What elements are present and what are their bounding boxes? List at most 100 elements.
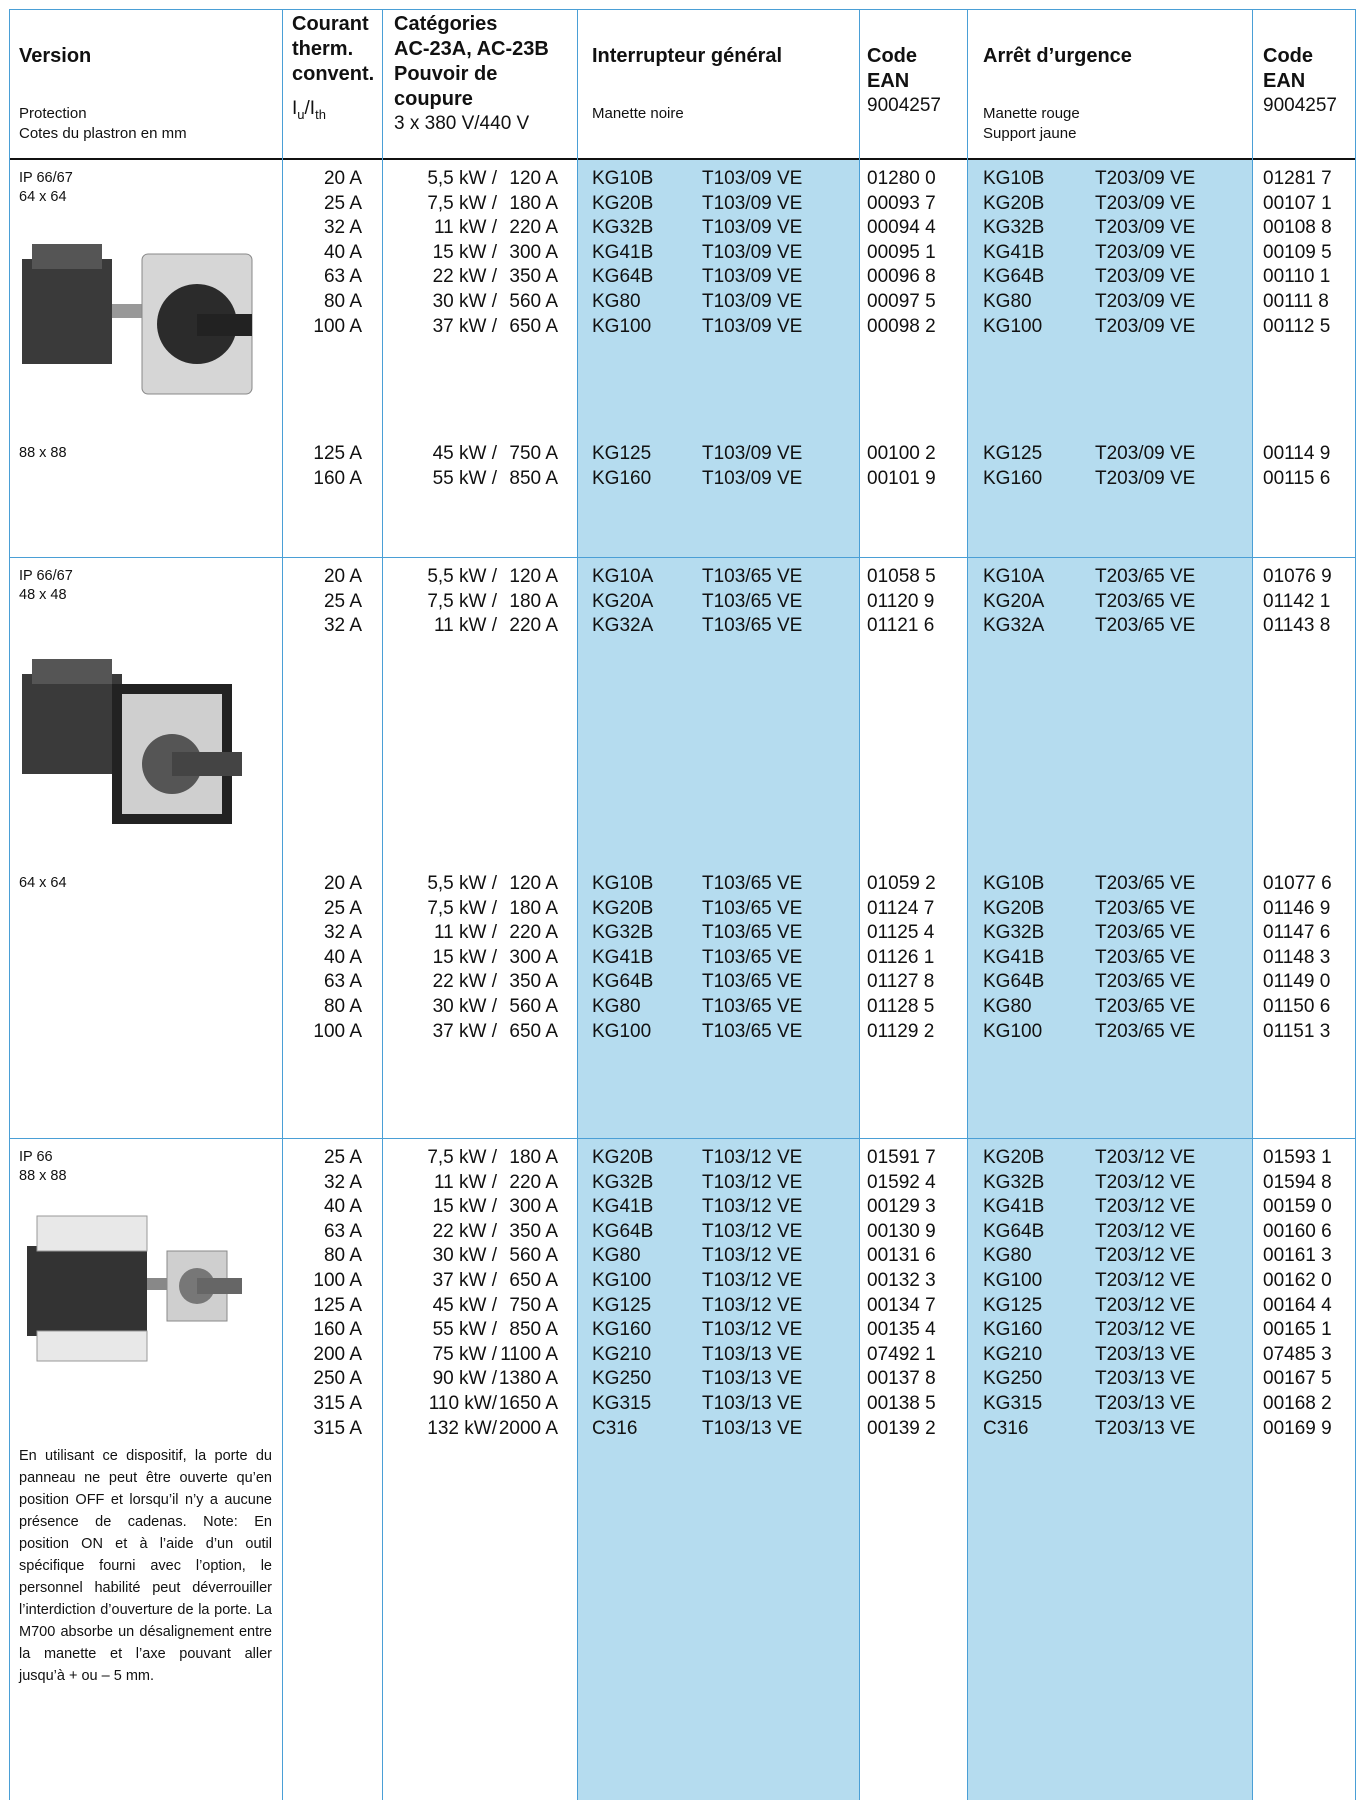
stop-type: KG250 [983, 1368, 1043, 1390]
photo-shape [32, 244, 102, 269]
breaking-current: 1380 A [498, 1368, 558, 1390]
header-line: coupure [394, 88, 473, 110]
power: 37 kW / [432, 1020, 497, 1042]
switch-type: KG80 [592, 291, 641, 312]
current: 25 A [323, 1147, 362, 1168]
column-rule [577, 9, 578, 1800]
symbol-sub: u [297, 106, 305, 122]
current: 32 A [323, 922, 362, 944]
stop-ref: T203/65 VE [1095, 615, 1196, 637]
switch-ref: T103/65 VE [702, 615, 803, 637]
symbol-part: /I [304, 98, 316, 119]
product-photo [22, 659, 242, 824]
breaking-current: 850 A [509, 1319, 558, 1341]
switch-ref: T103/09 VE [702, 217, 803, 239]
switch-type: KG125 [592, 443, 652, 464]
stop-ref: T203/13 VE [1095, 1417, 1196, 1439]
stop-ean: 01150 6 [1263, 996, 1331, 1017]
breaking-current: 1100 A [500, 1343, 558, 1365]
stop-ean: 00164 4 [1263, 1294, 1332, 1316]
group-label: 88 x 88 [19, 1168, 67, 1184]
switch-ean: 01280 0 [867, 168, 936, 189]
stop-ref: T203/09 VE [1095, 315, 1196, 337]
breaking-current: 650 A [509, 1270, 558, 1291]
section-rule [9, 557, 1355, 558]
switch-ean: 00135 4 [867, 1319, 936, 1341]
breaking-current: 350 A [509, 266, 558, 288]
switch-ean: 01058 5 [867, 566, 936, 587]
header-line: therm. [292, 38, 354, 60]
current: 25 A [323, 590, 362, 612]
switch-ean: 00093 7 [867, 192, 936, 214]
group-label: 64 x 64 [19, 875, 67, 891]
switch-ref: T103/12 VE [702, 1220, 803, 1242]
switch-type: KG20B [592, 192, 654, 214]
stop-type: C316 [983, 1417, 1029, 1439]
power: 30 kW / [432, 291, 497, 312]
switch-type: KG32B [592, 922, 654, 944]
switch-ean: 01592 4 [867, 1171, 936, 1193]
stop-type: KG32B [983, 922, 1045, 944]
stop-ean: 07485 3 [1263, 1343, 1332, 1365]
photo-shape [197, 314, 252, 336]
current: 20 A [323, 873, 362, 894]
stop-ref: T203/65 VE [1095, 873, 1196, 894]
switch-ref: T103/65 VE [702, 996, 803, 1017]
stop-type: KG64B [983, 971, 1045, 993]
breaking-current: 220 A [509, 217, 558, 239]
switch-ref: T103/65 VE [702, 922, 803, 944]
stop-type: KG10B [983, 168, 1045, 189]
switch-ref: T103/09 VE [702, 291, 803, 312]
switch-type: KG100 [592, 1270, 652, 1291]
breaking-current: 220 A [509, 615, 558, 637]
switch-type: KG80 [592, 1245, 641, 1267]
switch-type: KG100 [592, 315, 652, 337]
stop-ean: 01281 7 [1263, 168, 1332, 189]
stop-type: KG41B [983, 946, 1045, 968]
power: 110 kW/ [428, 1393, 497, 1414]
switch-type: KG20B [592, 897, 654, 919]
switch-ean: 00100 2 [867, 443, 936, 464]
switch-ref: T103/09 VE [702, 192, 803, 214]
stop-type: KG20B [983, 897, 1045, 919]
group-label: 88 x 88 [19, 445, 67, 461]
stop-ref: T203/65 VE [1095, 1020, 1196, 1042]
photo-shape [197, 1278, 242, 1294]
breaking-current: 180 A [509, 1147, 558, 1168]
stop-type: KG32B [983, 217, 1045, 239]
header-line: Code [867, 45, 917, 67]
current: 40 A [323, 1196, 362, 1218]
current: 315 A [313, 1393, 362, 1414]
switch-ref: T103/09 VE [702, 168, 803, 189]
power: 11 kW / [434, 922, 497, 944]
stop-type: KG20A [983, 590, 1045, 612]
switch-type: KG315 [592, 1393, 652, 1414]
switch-ref: T103/12 VE [702, 1196, 803, 1218]
stop-type: KG80 [983, 1245, 1032, 1267]
breaking-current: 180 A [509, 590, 558, 612]
switch-type: KG32B [592, 1171, 654, 1193]
photo-shape [172, 752, 242, 776]
switch-type: KG64B [592, 266, 654, 288]
stop-type: KG80 [983, 996, 1032, 1017]
top-rule [9, 9, 1355, 10]
group-label: IP 66/67 [19, 568, 73, 584]
switch-ref: T103/65 VE [702, 971, 803, 993]
stop-ref: T203/09 VE [1095, 217, 1196, 239]
power: 7,5 kW / [427, 590, 497, 612]
header-rule [9, 158, 1355, 160]
header-line: convent. [292, 63, 375, 85]
header-line: Manette noire [592, 105, 684, 122]
breaking-current: 350 A [509, 1220, 558, 1242]
group-label: 48 x 48 [19, 587, 67, 603]
switch-ean: 01127 8 [867, 971, 935, 993]
breaking-current: 1650 A [498, 1393, 558, 1414]
symbol-part: I [292, 98, 298, 119]
switch-ean: 01125 4 [867, 922, 935, 944]
switch-ref: T103/09 VE [702, 443, 803, 464]
stop-type: KG160 [983, 1319, 1043, 1341]
header-line: Protection [19, 105, 87, 122]
current: 80 A [323, 291, 362, 312]
power: 7,5 kW / [427, 1147, 497, 1168]
power: 75 kW / [432, 1343, 497, 1365]
